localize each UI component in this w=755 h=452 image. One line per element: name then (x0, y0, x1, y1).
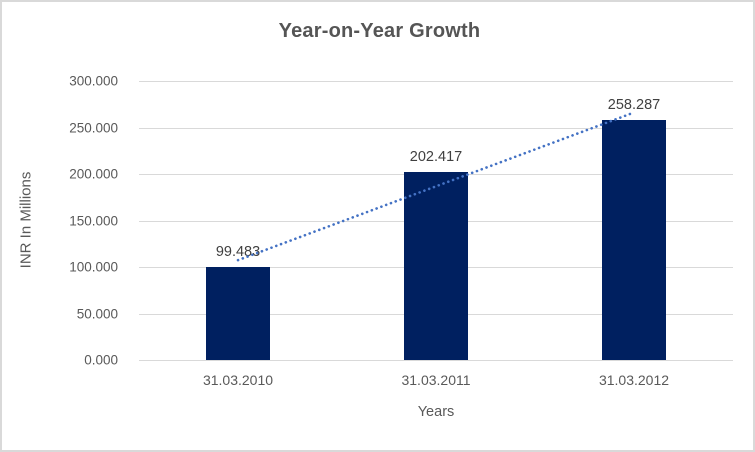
bar-31.03.2012[interactable] (602, 119, 666, 360)
bar-31.03.2010[interactable] (206, 267, 270, 360)
x-tick-31.03.2012: 31.03.2012 (598, 372, 670, 388)
chart-title: Year-on-Year Growth (278, 20, 481, 42)
gridline (139, 127, 733, 129)
x-tick-31.03.2011: 31.03.2011 (401, 372, 471, 388)
plot-area[interactable]: 99.483 202.417 258.287 (139, 81, 733, 361)
gridline (139, 81, 733, 82)
gridline (139, 360, 733, 361)
y-axis-title-text: INR In Millions (17, 171, 35, 269)
x-axis-title: Years (417, 404, 455, 420)
y-tick-0.000: 0.000 (84, 352, 118, 368)
y-tick-50.000: 50.000 (76, 306, 118, 321)
y-tick-300.000: 300.000 (69, 73, 118, 89)
y-tick-250.000: 250.000 (69, 120, 118, 135)
data-label-31.03.2011: 202.417 (409, 148, 463, 165)
data-label-31.03.2010: 99.483 (215, 244, 261, 261)
bar-31.03.2011[interactable] (404, 171, 468, 360)
y-tick-150.000: 150.000 (69, 213, 118, 228)
y-tick-100.000: 100.000 (69, 259, 118, 275)
trendline[interactable] (139, 81, 733, 360)
x-tick-31.03.2010: 31.03.2010 (202, 372, 274, 388)
y-tick-200.000: 200.000 (69, 166, 118, 182)
data-label-31.03.2012: 258.287 (607, 96, 661, 113)
trendline-segment[interactable] (236, 111, 636, 262)
